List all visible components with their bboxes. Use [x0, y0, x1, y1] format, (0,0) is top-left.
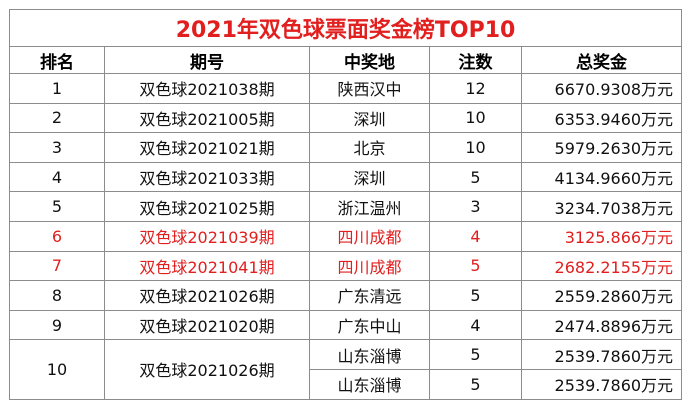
- prize-cell: 3125.866万元: [520, 220, 683, 252]
- bets-cell: 4: [429, 309, 522, 341]
- rank-cell: 8: [9, 280, 105, 311]
- location-cell: 陕西汉中: [309, 73, 430, 104]
- prize-ranking-table: 2021年双色球票面奖金榜TOP10 排名 期号 中奖地 注数 总奖金 1 双色球…: [8, 9, 683, 400]
- location-cell: 浙江温州: [309, 191, 430, 222]
- location-cell: 四川成都: [309, 220, 430, 252]
- prize-cell: 6670.9308万元: [520, 73, 683, 104]
- prize-cell: 4134.9660万元: [520, 161, 683, 193]
- table-row: 8 双色球2021026期 广东清远 5 2559.2860万元: [9, 280, 683, 311]
- header-bets: 注数: [429, 46, 522, 74]
- rank-cell: 3: [9, 132, 105, 163]
- issue-cell: 双色球2021033期: [104, 161, 310, 193]
- bets-cell: 5: [429, 339, 522, 370]
- location-cell: 广东清远: [309, 280, 430, 311]
- title-row: 2021年双色球票面奖金榜TOP10: [8, 9, 683, 47]
- bets-cell: 4: [429, 220, 522, 252]
- table-title: 2021年双色球票面奖金榜TOP10: [8, 9, 683, 47]
- rank-cell: 4: [9, 161, 105, 193]
- issue-cell: 双色球2021005期: [104, 102, 310, 134]
- table-row: 5 双色球2021025期 浙江温州 3 3234.7038万元: [9, 191, 683, 222]
- location-cell: 北京: [309, 132, 430, 163]
- table-row: 1 双色球2021038期 陕西汉中 12 6670.9308万元: [9, 73, 683, 104]
- location-cell: 深圳: [309, 102, 430, 134]
- header-rank: 排名: [9, 46, 105, 74]
- bets-cell: 5: [429, 368, 522, 400]
- header-row: 排名 期号 中奖地 注数 总奖金: [9, 46, 683, 74]
- table-row: 4 双色球2021033期 深圳 5 4134.9660万元: [9, 161, 683, 193]
- bets-cell: 5: [429, 250, 522, 282]
- issue-cell: 双色球2021021期: [104, 132, 310, 163]
- prize-cell: 2539.7860万元: [520, 339, 683, 370]
- location-cell: 广东中山: [309, 309, 430, 341]
- rank-cell: 5: [9, 191, 105, 222]
- bets-cell: 10: [429, 102, 522, 134]
- issue-cell: 双色球2021020期: [104, 309, 310, 341]
- location-cell: 四川成都: [309, 250, 430, 282]
- issue-cell: 双色球2021026期: [104, 280, 310, 311]
- rank-cell: 7: [9, 250, 105, 282]
- table-row: 7 双色球2021041期 四川成都 5 2682.2155万元: [9, 250, 683, 282]
- table-row: 2 双色球2021005期 深圳 10 6353.9460万元: [9, 102, 683, 134]
- header-issue: 期号: [104, 46, 310, 74]
- issue-cell: 双色球2021038期: [104, 73, 310, 104]
- rank-cell: 2: [9, 102, 105, 134]
- rank-cell: 9: [9, 309, 105, 341]
- prize-cell: 2539.7860万元: [520, 368, 683, 400]
- rank-cell: 10: [9, 339, 105, 400]
- location-cell: 山东淄博: [309, 368, 430, 400]
- prize-ranking-table-container: 2021年双色球票面奖金榜TOP10 排名 期号 中奖地 注数 总奖金 1 双色球…: [8, 9, 683, 400]
- prize-cell: 2682.2155万元: [520, 250, 683, 282]
- bets-cell: 12: [429, 73, 522, 104]
- rank-cell: 6: [9, 220, 105, 252]
- header-location: 中奖地: [309, 46, 430, 74]
- prize-cell: 6353.9460万元: [520, 102, 683, 134]
- issue-cell: 双色球2021026期: [104, 339, 310, 400]
- prize-cell: 3234.7038万元: [520, 191, 683, 222]
- prize-cell: 5979.2630万元: [520, 132, 683, 163]
- location-cell: 深圳: [309, 161, 430, 193]
- table-row: 6 双色球2021039期 四川成都 4 3125.866万元: [9, 220, 683, 252]
- table-row: 山东淄博 5 2539.7860万元: [10, 368, 683, 400]
- bets-cell: 3: [429, 191, 522, 222]
- prize-cell: 2474.8896万元: [520, 309, 683, 341]
- bets-cell: 10: [429, 132, 522, 163]
- header-prize: 总奖金: [520, 46, 683, 74]
- issue-cell: 双色球2021041期: [104, 250, 310, 282]
- issue-cell: 双色球2021025期: [104, 191, 310, 222]
- prize-cell: 2559.2860万元: [520, 280, 683, 311]
- table-row: 9 双色球2021020期 广东中山 4 2474.8896万元: [9, 309, 683, 341]
- issue-cell: 双色球2021039期: [104, 220, 310, 252]
- rank-cell: 1: [9, 73, 105, 104]
- bets-cell: 5: [429, 161, 522, 193]
- table-row: 3 双色球2021021期 北京 10 5979.2630万元: [9, 132, 683, 163]
- bets-cell: 5: [429, 280, 522, 311]
- table-row: 10 双色球2021026期 山东淄博 5 2539.7860万元: [9, 339, 683, 400]
- location-cell: 山东淄博: [309, 339, 430, 370]
